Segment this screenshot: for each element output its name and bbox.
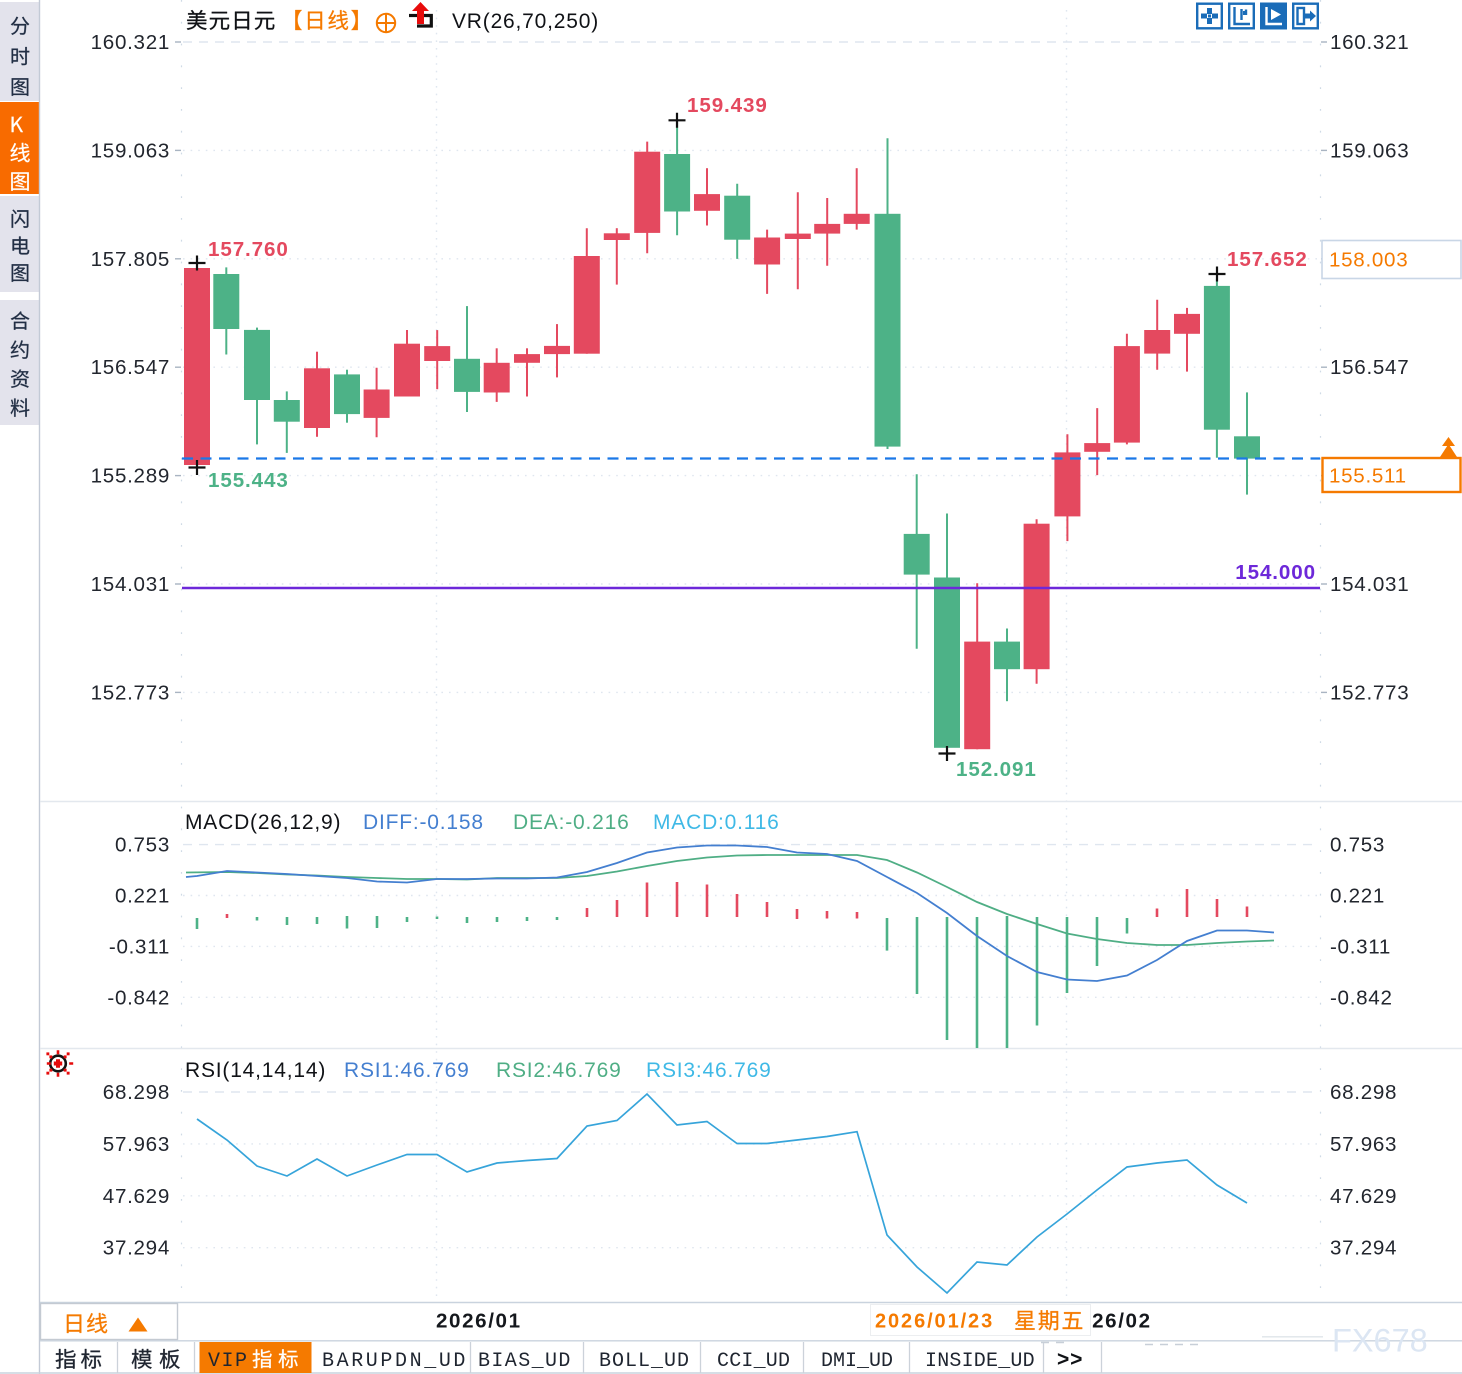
svg-text:BARUPDN_UD: BARUPDN_UD [322,1350,468,1373]
svg-text:-0.311: -0.311 [1330,935,1391,958]
svg-text:MACD:0.116: MACD:0.116 [653,811,780,834]
svg-text:37.294: 37.294 [103,1237,170,1260]
svg-text:-0.842: -0.842 [1330,986,1393,1009]
svg-text:47.629: 47.629 [103,1185,170,1208]
svg-text:155.511: 155.511 [1329,465,1407,488]
svg-text:159.063: 159.063 [91,139,170,162]
svg-text:159.063: 159.063 [1330,139,1409,162]
svg-text:154.031: 154.031 [91,573,170,596]
svg-text:156.547: 156.547 [1330,356,1409,379]
svg-text:0.753: 0.753 [1330,834,1385,857]
svg-text:2026/01/23: 2026/01/23 [875,1311,994,1333]
svg-text:0.221: 0.221 [115,885,170,908]
svg-text:-0.311: -0.311 [109,935,170,958]
svg-text:160.321: 160.321 [91,31,170,54]
svg-text:DEA:-0.216: DEA:-0.216 [513,811,630,834]
svg-text:68.298: 68.298 [1330,1081,1397,1104]
svg-text:160.321: 160.321 [1330,31,1409,54]
svg-text:157.760: 157.760 [208,238,289,261]
svg-text:>>: >> [1057,1348,1083,1371]
svg-text:158.003: 158.003 [1329,249,1408,272]
svg-text:-0.842: -0.842 [107,986,170,1009]
svg-text:47.629: 47.629 [1330,1185,1397,1208]
svg-text:57.963: 57.963 [103,1133,170,1156]
svg-text:VR(26,70,250): VR(26,70,250) [452,10,599,33]
svg-text:RSI(14,14,14): RSI(14,14,14) [185,1059,326,1082]
svg-text:37.294: 37.294 [1330,1237,1397,1260]
svg-text:154.031: 154.031 [1330,573,1409,596]
svg-text:BIAS_UD: BIAS_UD [478,1350,572,1373]
svg-text:68.298: 68.298 [103,1081,170,1104]
svg-text:152.773: 152.773 [1330,681,1409,704]
svg-text:FX678: FX678 [1332,1323,1428,1359]
svg-text:157.805: 157.805 [91,248,170,271]
svg-text:INSIDE_UD: INSIDE_UD [925,1350,1035,1373]
svg-text:BOLL_UD: BOLL_UD [599,1350,690,1373]
svg-text:157.652: 157.652 [1227,248,1308,271]
svg-text:152.773: 152.773 [91,681,170,704]
svg-text:2026/01: 2026/01 [436,1310,522,1333]
svg-text:MACD(26,12,9): MACD(26,12,9) [185,811,341,834]
svg-text:RSI3:46.769: RSI3:46.769 [646,1059,772,1082]
svg-text:0.753: 0.753 [115,834,170,857]
svg-text:152.091: 152.091 [956,758,1037,781]
svg-text:154.000: 154.000 [1235,561,1316,584]
svg-text:156.547: 156.547 [91,356,170,379]
svg-text:DIFF:-0.158: DIFF:-0.158 [363,811,484,834]
svg-text:VIP: VIP [208,1350,249,1373]
svg-text:DMI_UD: DMI_UD [821,1350,893,1373]
svg-text:CCI_UD: CCI_UD [717,1350,790,1373]
svg-text:57.963: 57.963 [1330,1133,1397,1156]
svg-text:155.289: 155.289 [91,465,170,488]
svg-text:159.439: 159.439 [687,94,768,117]
svg-text:RSI1:46.769: RSI1:46.769 [344,1059,470,1082]
svg-text:RSI2:46.769: RSI2:46.769 [496,1059,622,1082]
svg-text:0.221: 0.221 [1330,885,1385,908]
svg-text:155.443: 155.443 [208,469,289,492]
